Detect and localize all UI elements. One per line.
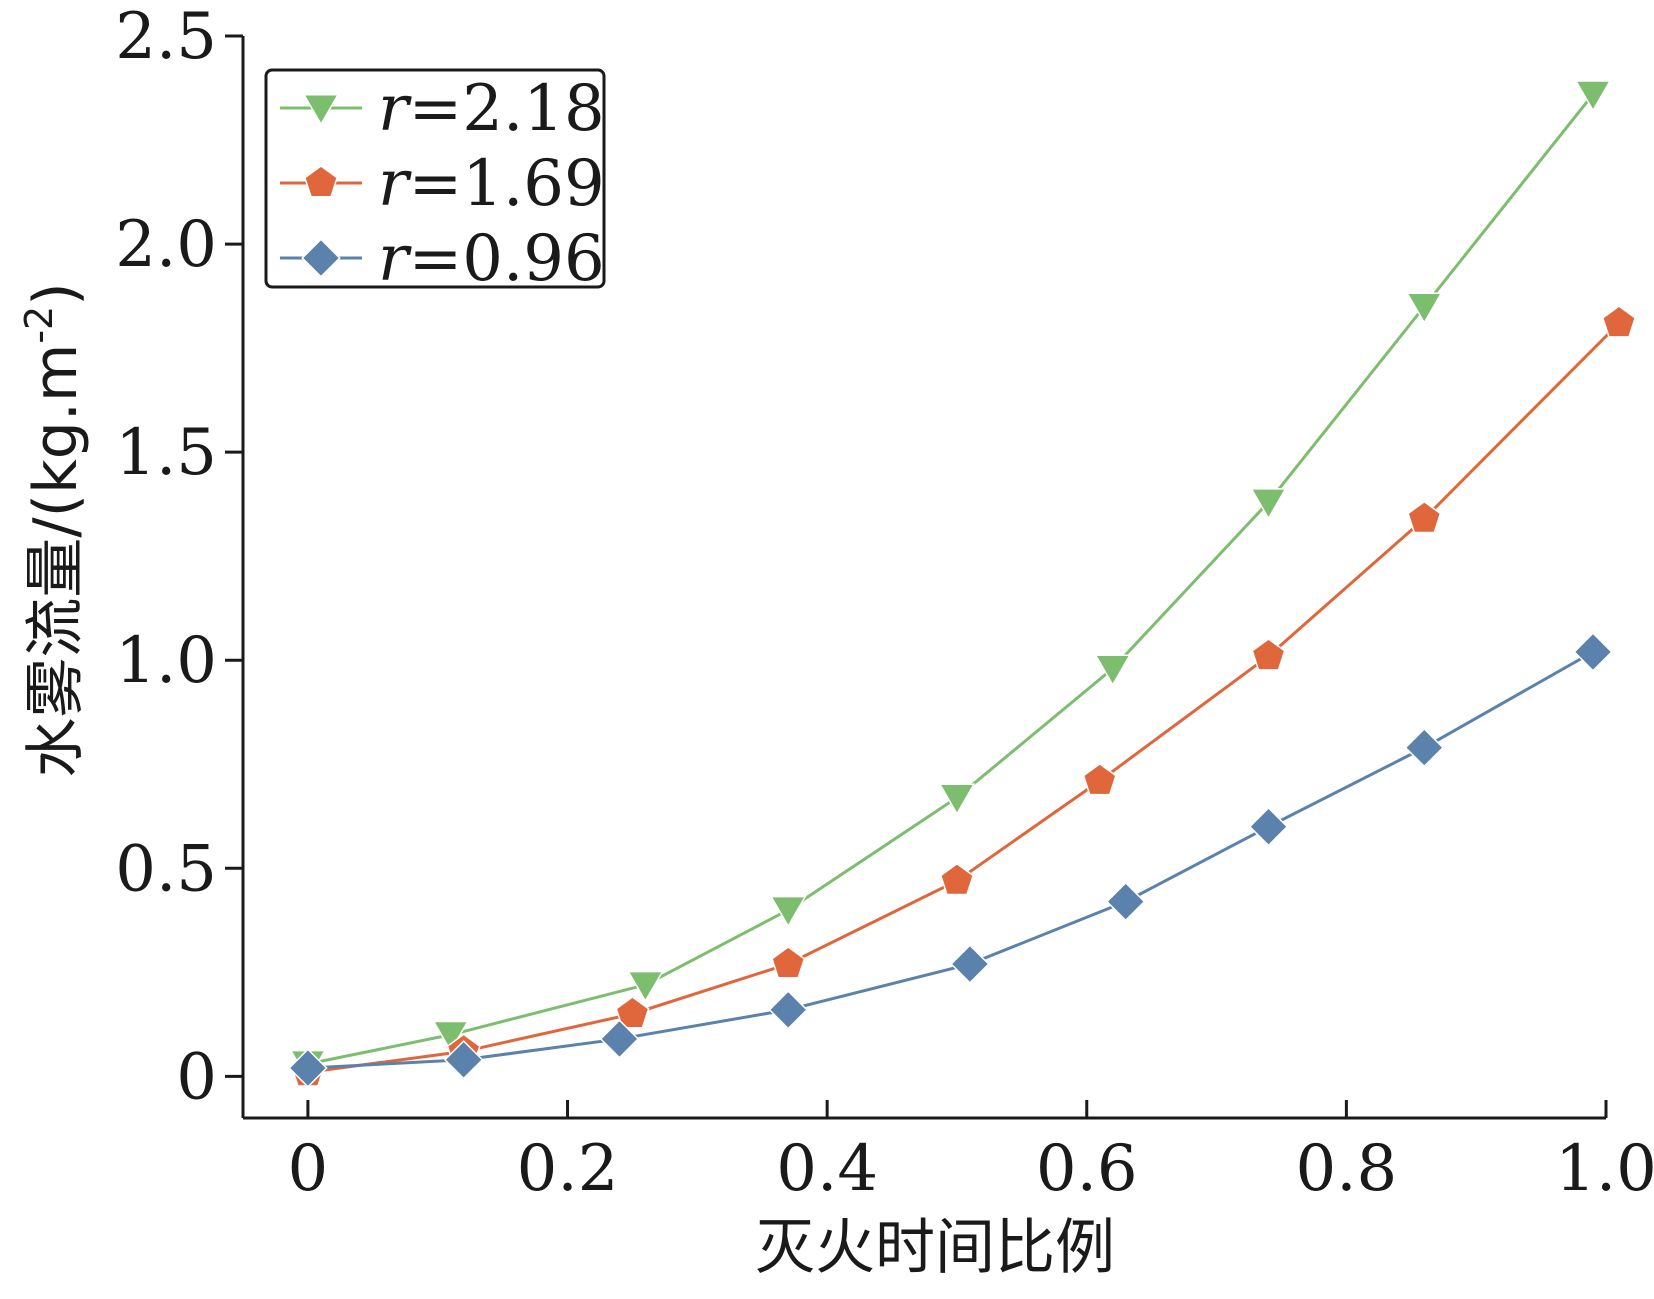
legend-marker [302,93,340,126]
x-tick-label: 0.4 [776,1132,878,1206]
data-point [288,1048,328,1088]
data-point [1407,500,1442,534]
series-1 [289,80,1612,1082]
data-point [1404,727,1445,768]
series-3 [288,632,1613,1088]
data-point [1574,80,1612,112]
y-axis-title-main: 水雾流量/(kg.m [21,344,91,778]
y-tick-label: 2.0 [115,208,217,282]
axes: 0 0.5 1.0 1.5 2.0 2.5 0 0.2 0.4 0.6 0.8 1.0 [115,0,1654,1206]
y-tick-label: 1.5 [115,416,217,490]
data-point [1248,806,1289,847]
data-point [1250,488,1287,520]
data-point [1573,632,1613,672]
y-axis-title: 水雾流量/(kg.m-2) [17,282,91,777]
legend-variable: r [378,147,412,221]
legend-label: r=0.96 [378,222,605,296]
series-layer [288,80,1637,1088]
data-point [1105,881,1146,922]
x-axis-title: 灭火时间比例 [755,1213,1115,1283]
data-point [1094,654,1132,687]
legend-entry: r=2.18 [280,72,605,146]
y-tick-label: 2.5 [115,0,217,74]
legend-entry: r=0.96 [280,222,605,296]
data-point [769,895,807,928]
legend-value: =2.18 [409,72,605,146]
data-point [938,783,976,816]
legend-variable: r [378,72,412,146]
x-tick-label: 1.0 [1555,1132,1654,1206]
data-point [627,970,664,1003]
data-point [615,996,650,1029]
x-tick-label: 0.8 [1295,1132,1397,1206]
data-point [1601,305,1637,338]
data-point [939,862,975,896]
legend-value: =1.69 [409,147,605,221]
data-point [768,990,808,1030]
legend: r=2.18r=1.69r=0.96 [264,68,606,296]
series-line [307,650,1594,1070]
legend-variable: r [378,222,412,296]
legend-label: r=1.69 [378,147,605,221]
data-point [1082,762,1117,796]
data-point [1251,638,1286,671]
x-tick-label: 0.6 [1036,1132,1138,1206]
legend-box [264,68,606,289]
y-tick-label: 0 [176,1040,217,1114]
data-point [771,946,806,979]
x-tick-label: 0.2 [517,1132,619,1206]
legend-label: r=2.18 [378,72,605,146]
legend-marker [301,238,341,278]
legend-entry: r=1.69 [280,147,605,221]
data-point [950,944,990,984]
data-point [432,1020,469,1053]
data-point [599,1019,640,1059]
legend-value: =0.96 [409,222,605,296]
y-tick-label: 0.5 [115,832,217,906]
y-axis-title-superscript: -2 [17,306,61,344]
data-point [1405,292,1443,325]
legend-marker [303,165,339,198]
x-tick-label: 0 [288,1132,329,1206]
y-axis-title-close: ) [21,282,91,305]
data-point [443,1039,484,1080]
y-tick-label: 1.0 [115,624,217,698]
